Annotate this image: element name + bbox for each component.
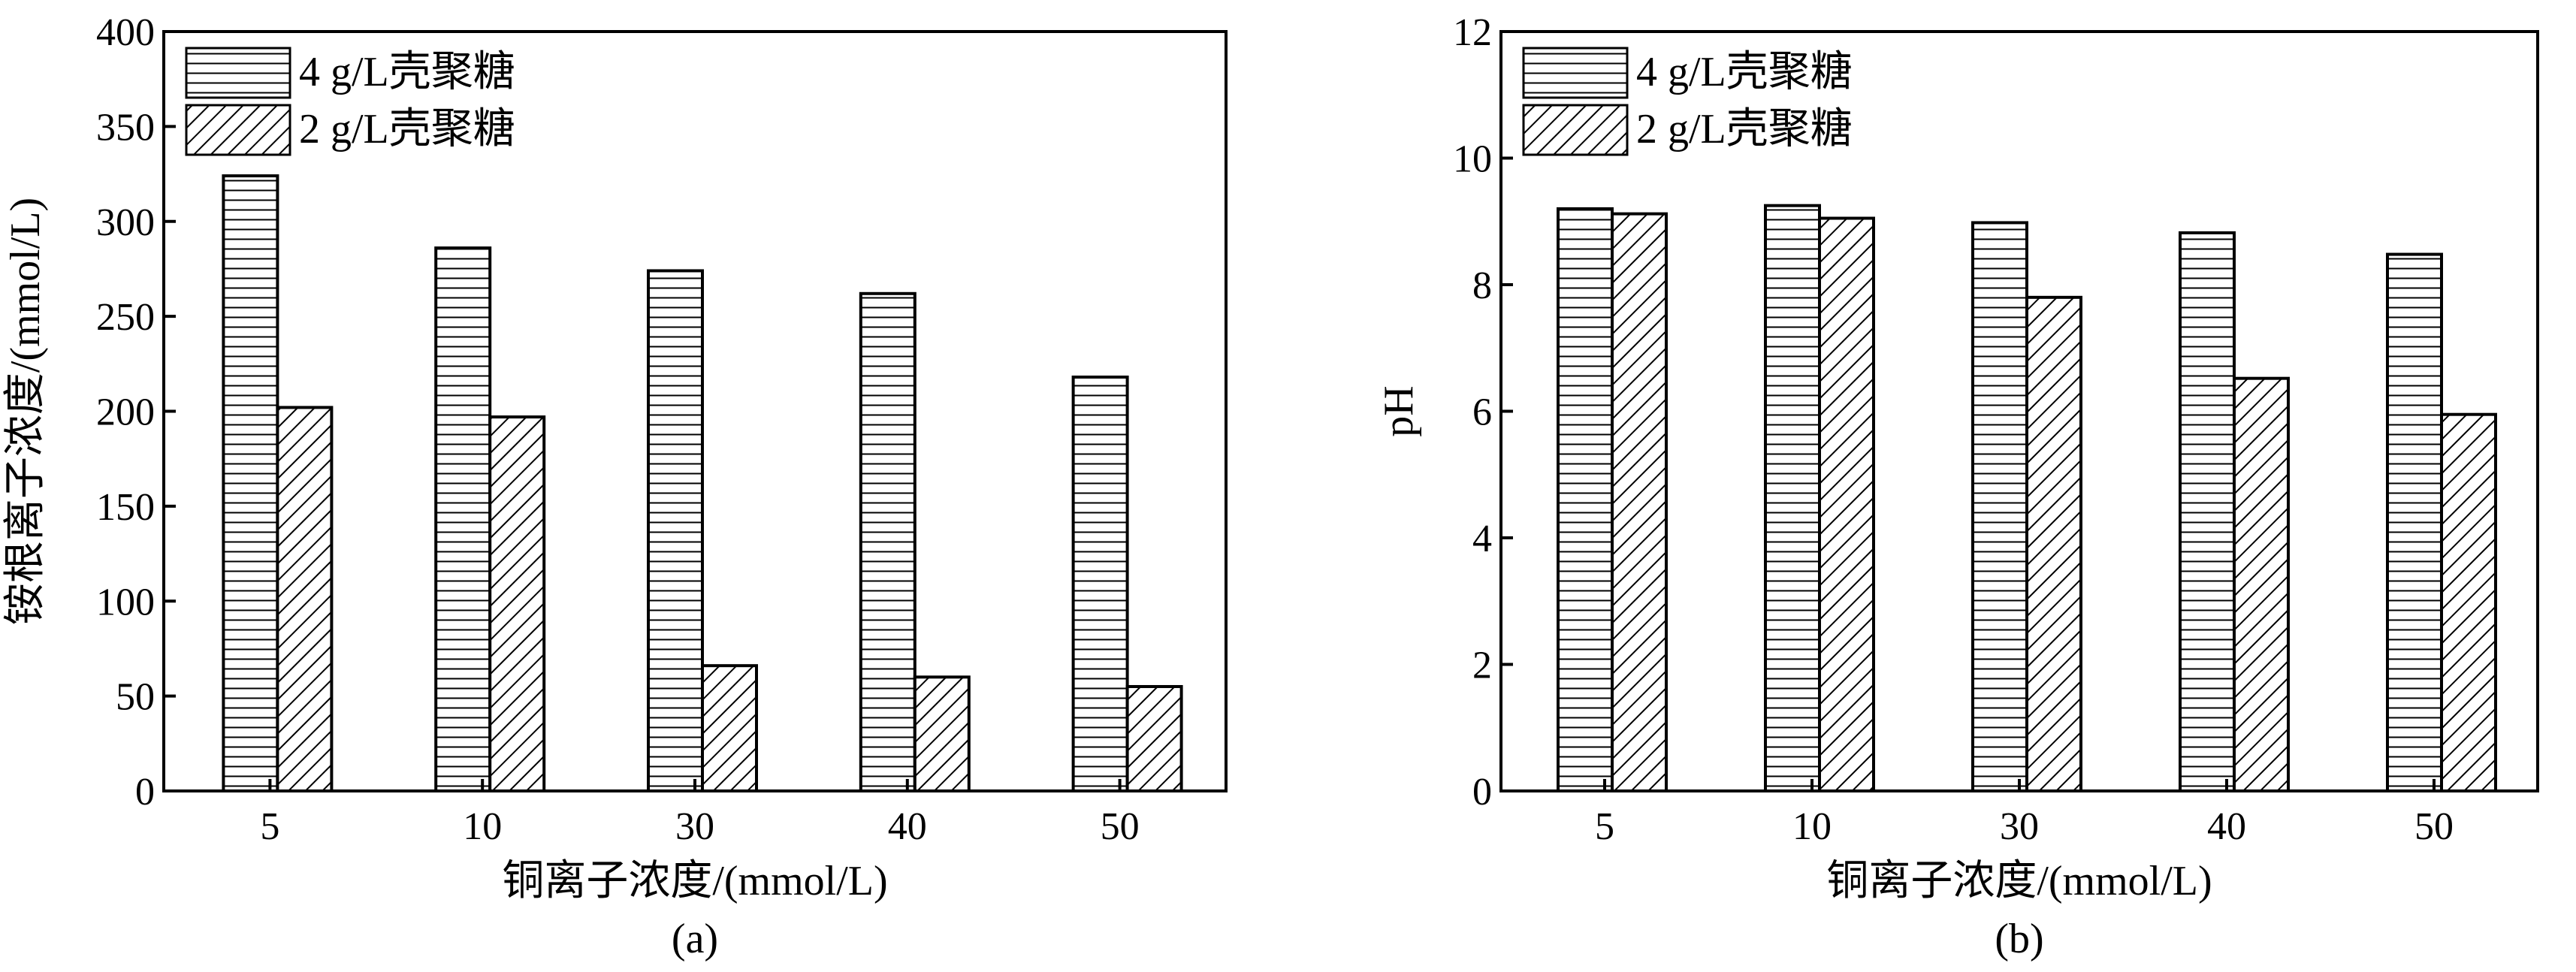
bar-series2-10 bbox=[488, 415, 546, 793]
x-tick-label: 10 bbox=[463, 805, 502, 848]
y-axis-label: 铵根离子浓度/(mmol/L) bbox=[2, 198, 49, 625]
legend-swatch-series2 bbox=[185, 104, 291, 156]
chart-panel-a: 0 50 100 150 200 250 300 350 400 5 10 30 40 50 铜离子浓度/(… bbox=[2, 11, 1228, 962]
x-tick-label: 40 bbox=[2207, 805, 2246, 848]
x-tick-label: 5 bbox=[260, 805, 279, 848]
x-tick-label: 50 bbox=[2414, 805, 2454, 848]
x-tick-label: 30 bbox=[675, 805, 714, 848]
y-tick-label: 0 bbox=[135, 771, 155, 814]
legend-label: 2 g/L壳聚糖 bbox=[299, 106, 515, 152]
bar-series2-40 bbox=[913, 675, 971, 792]
bar-series1-40 bbox=[2179, 231, 2236, 793]
bar-series2-50 bbox=[1125, 684, 1183, 792]
bar-series1-5 bbox=[1557, 207, 1614, 792]
y-tick-label: 10 bbox=[1453, 138, 1492, 181]
chart-panel-b: 0 2 4 6 8 10 12 5 10 30 40 50 铜离子浓度/(mmol/L) pH (b) 4 g… bbox=[1376, 11, 2539, 962]
legend-label: 2 g/L壳聚糖 bbox=[1636, 106, 1853, 152]
y-tick-label: 200 bbox=[96, 391, 155, 434]
x-axis-label: 铜离子浓度/(mmol/L) bbox=[502, 858, 887, 904]
bar-series1-50 bbox=[1071, 376, 1129, 792]
y-tick-label: 250 bbox=[96, 296, 155, 339]
y-tick-label: 4 bbox=[1472, 518, 1492, 560]
legend-swatch-series2 bbox=[1522, 104, 1629, 156]
y-tick-label: 100 bbox=[96, 581, 155, 623]
bar-series1-30 bbox=[647, 269, 704, 792]
bar-series1-10 bbox=[1764, 204, 1821, 792]
bar-series1-30 bbox=[1971, 221, 2028, 792]
bar-series1-40 bbox=[859, 291, 917, 793]
x-axis-label: 铜离子浓度/(mmol/L) bbox=[1826, 858, 2212, 904]
x-tick-label: 10 bbox=[1792, 805, 1832, 848]
y-axis-label: pH bbox=[1376, 385, 1422, 436]
bar-series2-5 bbox=[276, 406, 334, 792]
y-tick-label: 400 bbox=[96, 11, 155, 54]
bar-series2-40 bbox=[2233, 376, 2290, 792]
legend-label: 4 g/L壳聚糖 bbox=[1636, 49, 1853, 95]
legend-swatch-series1 bbox=[185, 47, 291, 99]
x-tick-label: 40 bbox=[888, 805, 927, 848]
bar-series1-5 bbox=[222, 174, 279, 792]
panel-label: (b) bbox=[1995, 916, 2043, 962]
y-tick-label: 6 bbox=[1472, 391, 1492, 434]
y-tick-label: 2 bbox=[1472, 644, 1492, 687]
y-tick-label: 50 bbox=[116, 676, 155, 719]
y-tick-label: 12 bbox=[1453, 11, 1492, 54]
x-tick-label: 5 bbox=[1595, 805, 1614, 848]
x-tick-label: 50 bbox=[1101, 805, 1140, 848]
bar-series2-30 bbox=[701, 664, 758, 792]
y-tick-label: 300 bbox=[96, 201, 155, 244]
bar-series2-5 bbox=[1611, 212, 1668, 792]
panel-label: (a) bbox=[672, 916, 718, 962]
bar-series2-30 bbox=[2025, 295, 2082, 793]
y-tick-label: 0 bbox=[1472, 771, 1492, 814]
bar-series2-10 bbox=[1818, 216, 1875, 793]
bar-series1-10 bbox=[434, 246, 492, 792]
legend-swatch-series1 bbox=[1522, 47, 1629, 99]
bar-series2-50 bbox=[2440, 412, 2497, 793]
legend-label: 4 g/L壳聚糖 bbox=[299, 49, 515, 95]
y-tick-label: 350 bbox=[96, 106, 155, 149]
bar-series1-50 bbox=[2386, 252, 2443, 792]
x-tick-label: 30 bbox=[2000, 805, 2039, 848]
y-tick-label: 150 bbox=[96, 486, 155, 529]
y-tick-label: 8 bbox=[1472, 264, 1492, 307]
